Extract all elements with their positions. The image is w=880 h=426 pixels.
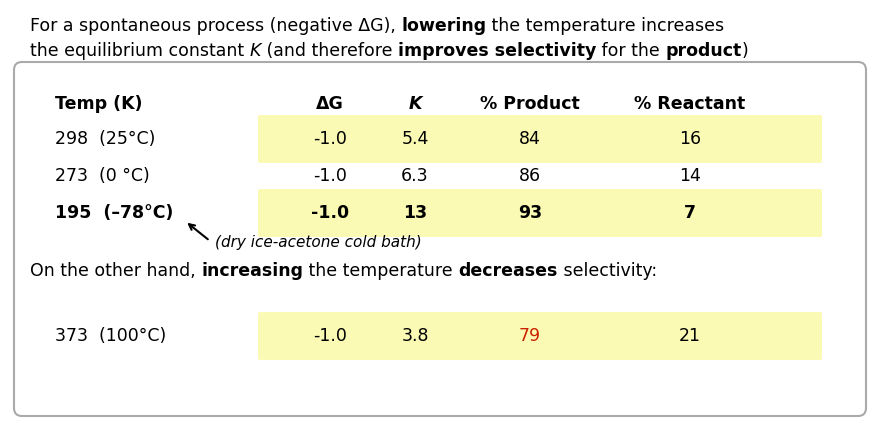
Text: the equilibrium constant: the equilibrium constant	[30, 42, 250, 60]
FancyBboxPatch shape	[258, 115, 822, 163]
Text: (dry ice-acetone cold bath): (dry ice-acetone cold bath)	[215, 236, 422, 250]
Text: 373  (100°C): 373 (100°C)	[55, 327, 166, 345]
Text: ΔG: ΔG	[316, 95, 344, 113]
Text: -1.0: -1.0	[313, 167, 347, 185]
Text: 298  (25°C): 298 (25°C)	[55, 130, 156, 148]
Text: 79: 79	[519, 327, 541, 345]
Text: 5.4: 5.4	[401, 130, 429, 148]
Text: 6.3: 6.3	[401, 167, 429, 185]
Text: On the other hand,: On the other hand,	[30, 262, 202, 280]
Text: K: K	[408, 95, 422, 113]
Text: 93: 93	[518, 204, 542, 222]
Text: Temp (K): Temp (K)	[55, 95, 143, 113]
Text: K: K	[250, 42, 261, 60]
Text: 13: 13	[403, 204, 427, 222]
Text: 3.8: 3.8	[401, 327, 429, 345]
Text: increasing: increasing	[202, 262, 304, 280]
Text: % Reactant: % Reactant	[634, 95, 745, 113]
Text: 21: 21	[679, 327, 701, 345]
FancyBboxPatch shape	[14, 62, 866, 416]
Text: 7: 7	[684, 204, 696, 222]
Text: 16: 16	[679, 130, 701, 148]
Text: selectivity:: selectivity:	[558, 262, 656, 280]
Text: decreases: decreases	[458, 262, 558, 280]
FancyBboxPatch shape	[258, 189, 822, 237]
Text: -1.0: -1.0	[313, 327, 347, 345]
Text: 273  (0 °C): 273 (0 °C)	[55, 167, 150, 185]
Text: ): )	[742, 42, 749, 60]
Text: (and therefore: (and therefore	[261, 42, 398, 60]
Text: -1.0: -1.0	[311, 204, 349, 222]
Text: improves selectivity: improves selectivity	[398, 42, 597, 60]
Text: lowering: lowering	[401, 17, 487, 35]
FancyBboxPatch shape	[258, 312, 822, 360]
Text: 14: 14	[679, 167, 701, 185]
Text: -1.0: -1.0	[313, 130, 347, 148]
Text: product: product	[665, 42, 742, 60]
Text: 86: 86	[519, 167, 541, 185]
Text: for the: for the	[597, 42, 665, 60]
Text: 195  (–78°C): 195 (–78°C)	[55, 204, 173, 222]
Text: the temperature increases: the temperature increases	[487, 17, 724, 35]
Text: For a spontaneous process (negative ΔG),: For a spontaneous process (negative ΔG),	[30, 17, 401, 35]
Text: the temperature: the temperature	[304, 262, 458, 280]
Text: 84: 84	[519, 130, 541, 148]
Text: % Product: % Product	[480, 95, 580, 113]
